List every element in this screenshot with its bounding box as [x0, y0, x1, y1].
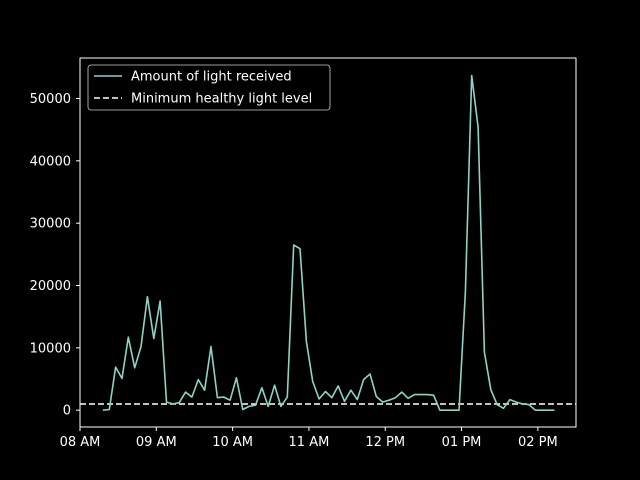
- x-tick-label: 09 AM: [136, 435, 177, 450]
- y-axis: 0 10000 20000 30000 40000 50000: [30, 92, 80, 419]
- legend-label-light-received: Amount of light received: [131, 70, 292, 85]
- legend-label-threshold: Minimum healthy light level: [131, 92, 312, 107]
- light-received-line: [102, 74, 555, 412]
- x-tick-label: 12 PM: [365, 435, 405, 450]
- y-tick-label: 10000: [30, 341, 71, 356]
- y-tick-label: 40000: [30, 154, 71, 169]
- legend-box: [87, 64, 331, 111]
- y-tick-label: 20000: [30, 279, 71, 294]
- x-tick-label: 08 AM: [60, 435, 101, 450]
- x-tick-label: 02 PM: [518, 435, 558, 450]
- x-axis: 08 AM 09 AM 10 AM 11 AM 12 PM 01 PM 02 PM: [60, 427, 558, 450]
- x-tick-label: 10 AM: [212, 435, 253, 450]
- y-tick-label: 30000: [30, 217, 71, 232]
- x-tick-label: 01 PM: [442, 435, 482, 450]
- y-tick-label: 50000: [30, 92, 71, 107]
- plot-area: [79, 57, 577, 428]
- axes-frame: [79, 57, 577, 428]
- y-tick-label: 0: [63, 404, 71, 419]
- x-tick-label: 11 AM: [289, 435, 330, 450]
- legend: Amount of light received Minimum healthy…: [87, 64, 331, 111]
